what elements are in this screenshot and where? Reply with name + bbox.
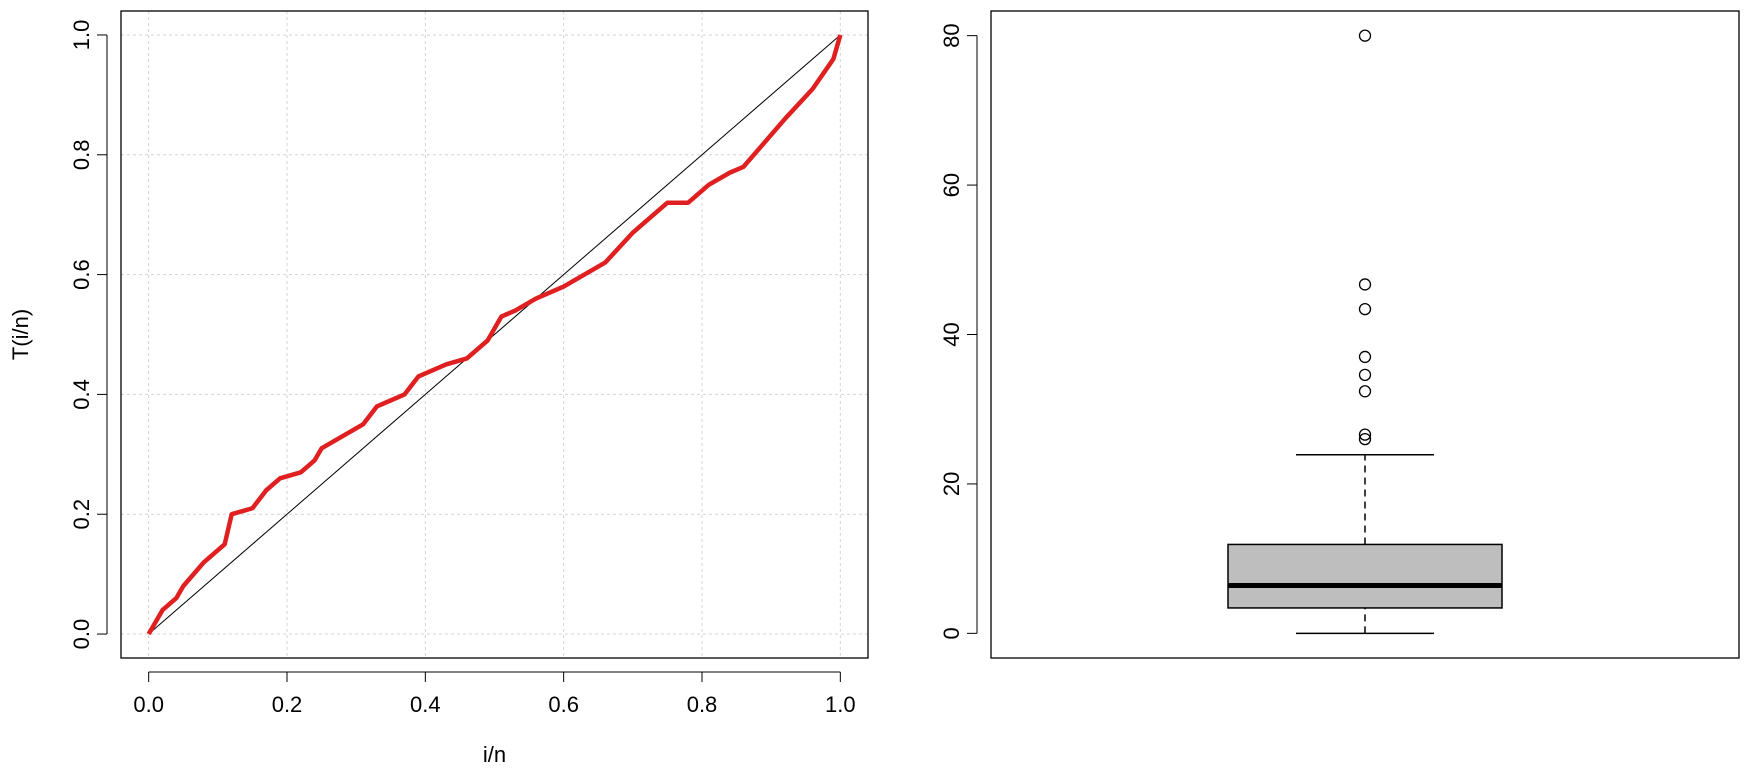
x-tick-label: 0.4 [410,692,441,717]
x-tick-label: 0.8 [687,692,718,717]
y-axis-label: T(i/n) [8,309,33,360]
y-tick-label: 1.0 [69,20,94,51]
outlier [1358,350,1372,364]
outlier [1358,278,1372,291]
x-tick-label: 0.0 [133,692,164,717]
line [146,34,843,636]
x-tick-label: 0.6 [548,692,579,717]
outlier [1358,428,1372,441]
x-axis-label: i/n [483,742,506,767]
y-tick-label: 0.6 [69,259,94,290]
x-tick-label: 1.0 [825,692,856,717]
y-tick-label: 0.8 [69,139,94,170]
outlier [1358,385,1372,398]
outlier [1358,302,1372,316]
y-tick-label: 40 [939,322,964,346]
outlier [1358,432,1372,446]
y-tick-label: 0.2 [69,499,94,530]
y-tick-label: 0.0 [69,619,94,650]
plot-frame [120,10,869,659]
y-tick-label: 0.4 [69,379,94,410]
y-tick-label: 60 [939,173,964,197]
y-tick-label: 0 [939,627,964,639]
y-tick-label: 20 [939,472,964,496]
line [148,34,841,635]
x-tick-label: 0.2 [272,692,303,717]
outlier [1358,368,1372,381]
box [1227,543,1503,609]
plot-frame [990,10,1740,659]
y-tick-label: 80 [939,23,964,47]
outlier [1358,29,1372,42]
